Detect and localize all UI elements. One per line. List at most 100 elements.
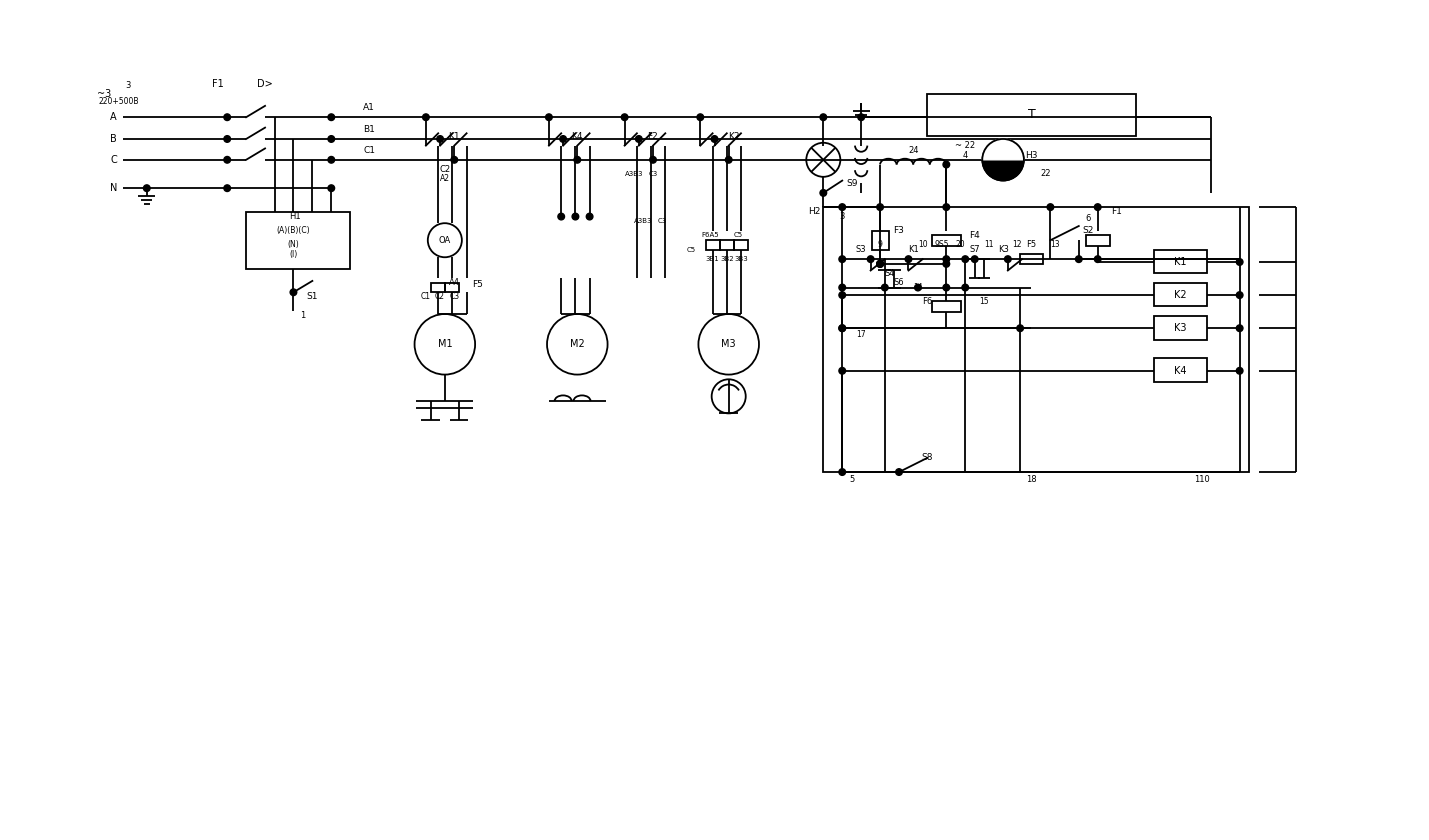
Text: F5: F5 [473, 281, 483, 289]
Circle shape [820, 190, 826, 197]
Text: K3: K3 [1173, 323, 1186, 333]
Circle shape [962, 284, 969, 291]
Text: ~ 22: ~ 22 [955, 141, 976, 150]
Text: K1: K1 [1173, 257, 1186, 267]
Text: B: B [110, 134, 117, 144]
Circle shape [572, 213, 579, 220]
Text: 110: 110 [1193, 475, 1210, 484]
Circle shape [1005, 256, 1012, 262]
Text: M3: M3 [722, 339, 736, 349]
Text: 3: 3 [126, 81, 130, 91]
Circle shape [943, 204, 950, 210]
Circle shape [982, 139, 1025, 181]
Text: C5: C5 [686, 247, 696, 253]
Text: C3: C3 [657, 218, 667, 224]
Circle shape [143, 185, 150, 192]
Text: 24: 24 [907, 146, 919, 155]
Text: K1: K1 [907, 245, 919, 255]
Circle shape [290, 289, 297, 296]
Circle shape [943, 260, 950, 267]
Circle shape [857, 114, 865, 120]
Text: K2: K2 [1173, 290, 1186, 300]
Circle shape [423, 114, 429, 120]
Bar [823, 207, 1249, 472]
Text: F6: F6 [922, 297, 933, 307]
Circle shape [905, 256, 912, 262]
Bar [446, 283, 460, 292]
Text: C2: C2 [439, 165, 450, 174]
Circle shape [726, 156, 732, 163]
Text: S3: S3 [856, 245, 866, 255]
Text: S8: S8 [922, 454, 933, 462]
Circle shape [329, 185, 334, 192]
Text: 6: 6 [1086, 214, 1090, 223]
Text: M1: M1 [437, 339, 452, 349]
Text: F2: F2 [647, 132, 659, 140]
Text: A3B3: A3B3 [634, 218, 653, 224]
Circle shape [896, 469, 902, 475]
Text: S9: S9 [846, 179, 857, 188]
Text: 20: 20 [956, 240, 966, 249]
Text: F6A5: F6A5 [702, 233, 719, 239]
Text: ~3: ~3 [97, 88, 111, 98]
Text: K4: K4 [1173, 365, 1186, 375]
Circle shape [574, 156, 580, 163]
Circle shape [877, 260, 883, 267]
Circle shape [877, 260, 883, 267]
Text: A3B3: A3B3 [624, 171, 643, 177]
Bar [932, 234, 960, 246]
Text: 1: 1 [300, 312, 306, 320]
Bar [1020, 255, 1043, 264]
Bar [1155, 283, 1206, 307]
Circle shape [1095, 256, 1100, 262]
Bar [1155, 249, 1206, 273]
Circle shape [877, 260, 883, 267]
Text: 4: 4 [963, 150, 967, 160]
Text: 220+500B: 220+500B [99, 97, 139, 106]
Circle shape [943, 284, 950, 291]
Text: C3: C3 [449, 292, 459, 302]
Circle shape [329, 136, 334, 142]
Text: C: C [110, 155, 117, 165]
Bar [706, 240, 720, 249]
Circle shape [224, 156, 230, 163]
Circle shape [839, 325, 846, 332]
Circle shape [962, 256, 969, 262]
Circle shape [329, 114, 334, 120]
Circle shape [697, 114, 703, 120]
Circle shape [329, 156, 334, 163]
Text: F5: F5 [1026, 240, 1036, 249]
Text: 3: 3 [840, 212, 845, 221]
Text: K4: K4 [572, 132, 583, 140]
Text: 9S5: 9S5 [935, 240, 949, 249]
Text: 5: 5 [849, 475, 855, 484]
Circle shape [1095, 204, 1100, 210]
Text: S1: S1 [307, 292, 319, 302]
Text: 10: 10 [917, 240, 927, 249]
Circle shape [839, 469, 846, 475]
Circle shape [839, 325, 846, 332]
Bar [735, 240, 749, 249]
Bar [872, 231, 889, 249]
Text: 13: 13 [1050, 240, 1060, 249]
Bar [432, 283, 446, 292]
Text: F4: F4 [969, 231, 980, 240]
Circle shape [867, 256, 875, 262]
Text: S7: S7 [969, 245, 980, 255]
Text: 11: 11 [985, 240, 993, 249]
Text: N: N [110, 183, 117, 193]
Text: C2: C2 [434, 292, 444, 302]
Circle shape [586, 213, 593, 220]
Circle shape [224, 185, 230, 192]
Text: C5: C5 [733, 233, 743, 239]
Text: H2: H2 [807, 207, 820, 217]
Text: K1: K1 [449, 132, 460, 140]
Circle shape [1236, 291, 1243, 298]
Circle shape [636, 136, 642, 142]
Circle shape [915, 284, 922, 291]
Circle shape [839, 291, 846, 298]
Bar [1086, 234, 1109, 246]
Text: A1: A1 [363, 103, 374, 113]
Text: S2: S2 [1083, 226, 1095, 235]
Text: S6: S6 [893, 278, 905, 287]
